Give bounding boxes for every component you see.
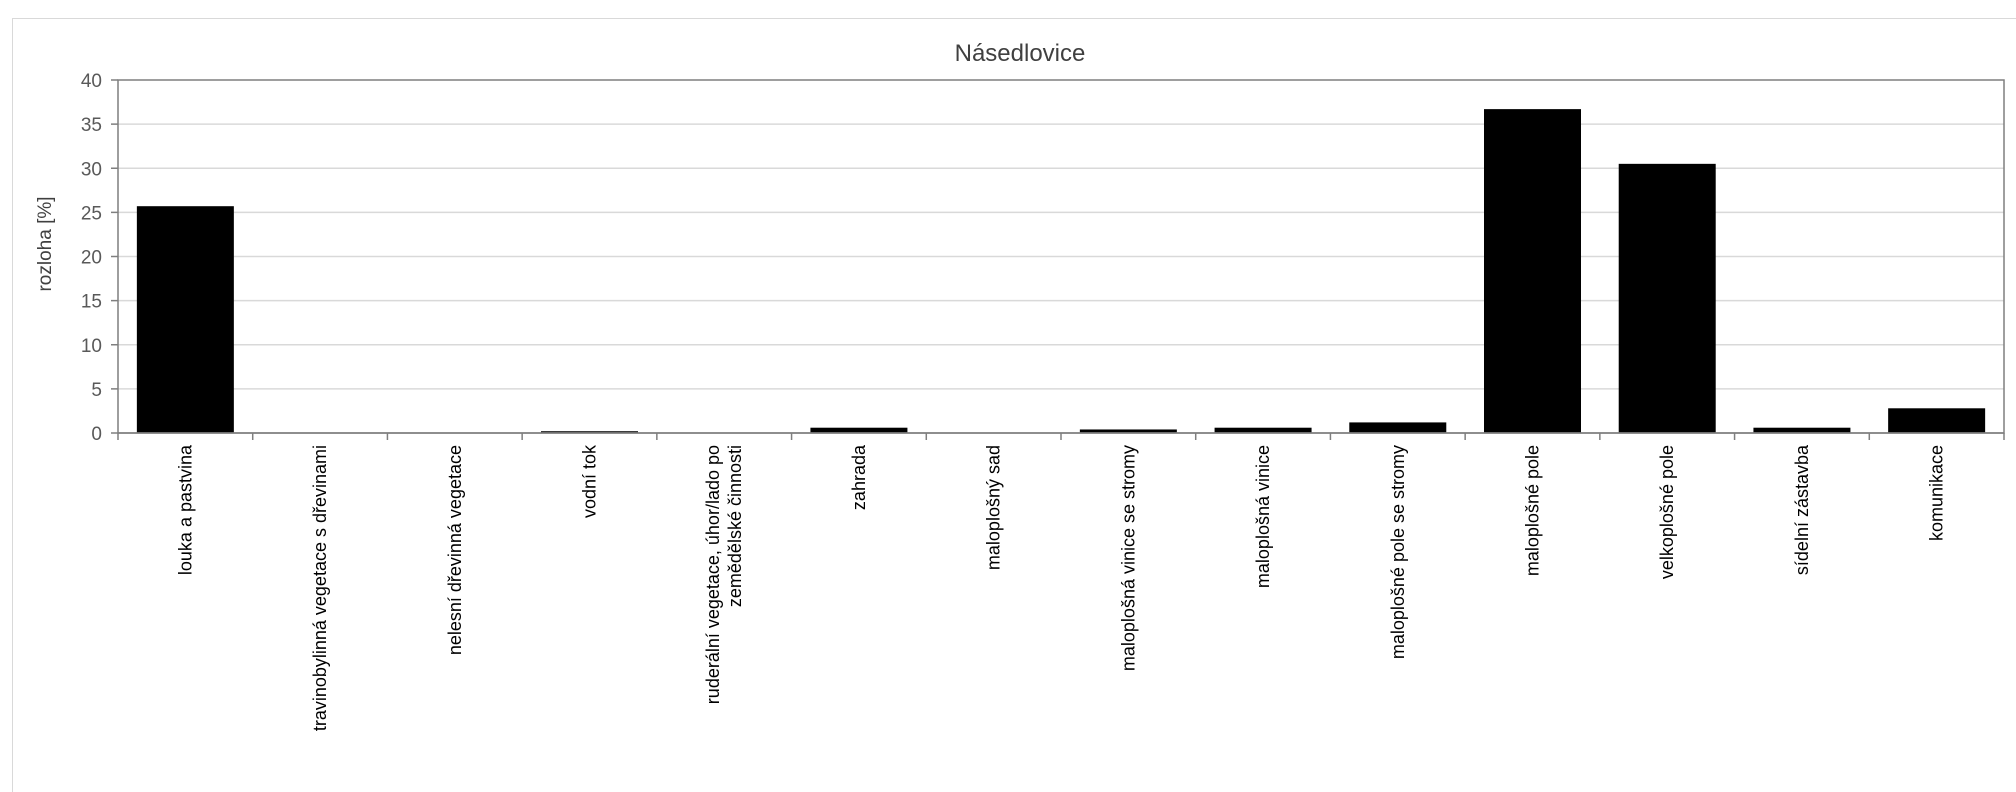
bar bbox=[1214, 427, 1312, 433]
bar bbox=[1888, 408, 1986, 433]
x-tick-label: ruderální vegetace, úhor/lado po zeměděls… bbox=[703, 445, 745, 704]
x-tick-label-line: sídelní zástavba bbox=[1792, 444, 1812, 575]
y-tick-labels: 0 5 10 15 20 25 30 35 40 bbox=[81, 71, 102, 445]
axes bbox=[111, 79, 2005, 440]
x-tick-label-line: zemědělské činnosti bbox=[725, 445, 745, 607]
x-tick-label-line: louka a pastvina bbox=[175, 444, 195, 575]
bar bbox=[541, 431, 638, 433]
x-tick-label: maloplošný sad bbox=[984, 445, 1004, 570]
y-tick-label: 15 bbox=[81, 292, 102, 313]
x-tick-label-line: nelesní dřevinná vegetace bbox=[445, 445, 465, 655]
bar bbox=[1618, 163, 1716, 433]
x-tick-labels: louka a pastvina travinobylinná vegetace … bbox=[175, 444, 1946, 731]
x-tick-label: nelesní dřevinná vegetace bbox=[445, 445, 465, 655]
x-tick-label: sídelní zástavba bbox=[1792, 444, 1812, 575]
x-tick-label-line: maloplošná vinice se stromy bbox=[1118, 445, 1138, 671]
bar bbox=[1349, 422, 1447, 433]
y-axis-title: rozloha [%] bbox=[35, 196, 56, 291]
x-tick-label-line: ruderální vegetace, úhor/lado po bbox=[703, 445, 723, 704]
x-tick-label: velkoplošné pole bbox=[1657, 445, 1677, 579]
y-tick-label: 20 bbox=[81, 248, 102, 269]
x-tick-label: komunikace bbox=[1927, 445, 1947, 541]
x-tick-label: maloplošná vinice se stromy bbox=[1118, 445, 1138, 671]
bar bbox=[1484, 109, 1581, 433]
bar bbox=[136, 206, 234, 433]
bar bbox=[810, 427, 908, 433]
x-tick-label-line: velkoplošné pole bbox=[1657, 445, 1677, 579]
gridlines bbox=[118, 123, 2004, 390]
y-tick-label: 0 bbox=[91, 424, 102, 445]
x-tick-label-line: komunikace bbox=[1927, 445, 1947, 541]
bar bbox=[1753, 427, 1851, 433]
x-tick-label: zahrada bbox=[849, 444, 869, 510]
x-tick-label: maloplošné pole se stromy bbox=[1388, 445, 1408, 659]
chart-title: Násedlovice bbox=[955, 40, 1086, 67]
bar bbox=[1079, 429, 1177, 433]
y-tick-label: 35 bbox=[81, 115, 102, 136]
x-tick-label-line: maloplošné pole bbox=[1523, 445, 1543, 576]
x-tick-label-line: maloplošná vinice bbox=[1253, 445, 1273, 588]
x-tick-label: louka a pastvina bbox=[175, 444, 195, 575]
x-tick-label-line: travinobylinná vegetace s dřevinami bbox=[310, 445, 330, 731]
y-tick-label: 5 bbox=[91, 380, 102, 401]
x-tick-label-line: vodní tok bbox=[580, 444, 600, 518]
x-tick-label-line: maloplošné pole se stromy bbox=[1388, 445, 1408, 659]
y-tick-label: 25 bbox=[81, 203, 102, 224]
x-tick-label: maloplošná vinice bbox=[1253, 445, 1273, 588]
x-tick-label: maloplošné pole bbox=[1523, 445, 1543, 576]
y-tick-label: 40 bbox=[81, 71, 102, 92]
bars bbox=[136, 109, 1986, 433]
x-tick-label-line: zahrada bbox=[849, 444, 869, 510]
y-tick-label: 10 bbox=[81, 336, 102, 357]
x-tick-label-line: maloplošný sad bbox=[984, 445, 1004, 570]
x-tick-label: travinobylinná vegetace s dřevinami bbox=[310, 445, 330, 731]
y-tick-label: 30 bbox=[81, 159, 102, 180]
x-tick-label: vodní tok bbox=[580, 444, 600, 518]
